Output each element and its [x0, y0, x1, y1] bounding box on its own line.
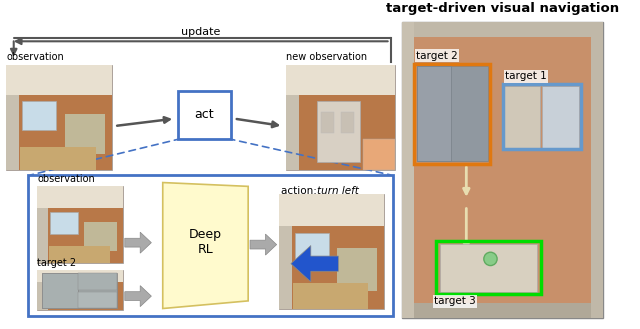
- Bar: [591, 22, 603, 318]
- Bar: [38, 186, 123, 263]
- Polygon shape: [125, 286, 151, 307]
- Text: turn left: turn left: [317, 186, 359, 196]
- Text: target 1: target 1: [506, 71, 547, 82]
- Bar: [286, 65, 396, 94]
- Polygon shape: [291, 245, 339, 282]
- Bar: [402, 22, 603, 37]
- Bar: [340, 113, 354, 133]
- Bar: [321, 113, 334, 133]
- Bar: [286, 65, 396, 170]
- Bar: [51, 212, 77, 234]
- Bar: [22, 101, 56, 130]
- Bar: [280, 194, 384, 309]
- Bar: [502, 84, 581, 149]
- Text: Deep
RL: Deep RL: [189, 228, 222, 256]
- Text: target 2: target 2: [38, 259, 77, 268]
- Bar: [6, 65, 113, 94]
- Text: act: act: [195, 108, 214, 121]
- Text: observation: observation: [38, 174, 95, 185]
- Circle shape: [484, 252, 497, 266]
- Bar: [38, 270, 123, 282]
- Text: observation: observation: [6, 52, 64, 62]
- Bar: [402, 303, 603, 318]
- Bar: [280, 194, 384, 226]
- Bar: [414, 63, 490, 164]
- Bar: [337, 248, 376, 291]
- Text: update: update: [181, 27, 220, 37]
- Bar: [317, 101, 360, 162]
- Bar: [20, 147, 97, 170]
- Text: target 3: target 3: [435, 296, 476, 306]
- Bar: [504, 86, 540, 147]
- Bar: [402, 22, 414, 318]
- Bar: [295, 233, 328, 265]
- Bar: [436, 241, 541, 294]
- Bar: [293, 283, 368, 309]
- Bar: [77, 273, 117, 291]
- Bar: [42, 273, 117, 308]
- Text: target-driven visual navigation: target-driven visual navigation: [386, 2, 619, 14]
- Bar: [65, 114, 105, 154]
- Bar: [49, 246, 110, 263]
- Text: action:: action:: [282, 186, 321, 196]
- Bar: [38, 208, 48, 263]
- Bar: [84, 222, 117, 251]
- Bar: [417, 66, 451, 161]
- Bar: [362, 139, 396, 170]
- Bar: [28, 175, 394, 316]
- Bar: [38, 282, 48, 311]
- Bar: [280, 226, 292, 309]
- Bar: [402, 22, 603, 318]
- Bar: [38, 270, 123, 311]
- Text: target 2: target 2: [416, 51, 458, 61]
- Bar: [178, 91, 231, 139]
- Polygon shape: [163, 183, 248, 309]
- Bar: [286, 94, 300, 170]
- Bar: [77, 292, 117, 308]
- Bar: [417, 66, 488, 161]
- Bar: [6, 94, 19, 170]
- Bar: [6, 65, 113, 170]
- Polygon shape: [125, 232, 151, 253]
- Bar: [38, 186, 123, 208]
- Text: new observation: new observation: [286, 52, 367, 62]
- Bar: [42, 273, 77, 308]
- Bar: [542, 86, 579, 147]
- Polygon shape: [250, 234, 276, 255]
- Bar: [440, 244, 537, 291]
